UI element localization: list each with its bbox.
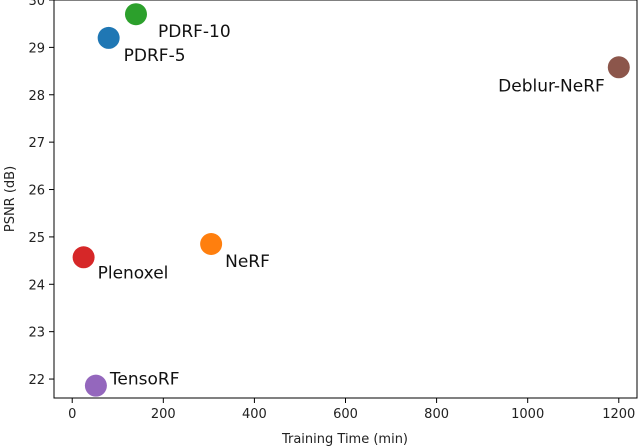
point-label: Deblur-NeRF	[498, 76, 605, 96]
x-tick-label: 800	[424, 407, 449, 422]
y-tick-label: 22	[28, 373, 45, 388]
y-tick-label: 29	[28, 41, 45, 56]
data-point-tensorf	[84, 374, 107, 397]
x-tick-label: 600	[333, 407, 358, 422]
y-tick-label: 26	[28, 184, 45, 199]
y-tick-label: 30	[28, 0, 45, 9]
point-label: NeRF	[225, 252, 270, 272]
points-layer	[72, 3, 630, 397]
x-axis-label: Training Time (min)	[281, 432, 408, 447]
y-tick-label: 28	[28, 89, 45, 104]
labels-layer: PDRF-10 PDRF-5 Deblur-NeRF NeRF Plenoxel Tens…	[98, 22, 605, 389]
point-label: TensoRF	[109, 370, 180, 390]
data-point-plenoxel	[72, 246, 95, 269]
y-tick-label: 23	[28, 326, 45, 341]
x-tick-label: 400	[242, 407, 267, 422]
data-point-pdrf-10	[124, 3, 147, 26]
x-tick-label: 1200	[602, 407, 635, 422]
x-tick-label: 1000	[511, 407, 544, 422]
point-label: PDRF-5	[124, 46, 186, 66]
data-point-deblur-nerf	[607, 56, 630, 79]
point-label: PDRF-10	[158, 22, 231, 42]
data-point-nerf	[200, 233, 223, 256]
x-tick-label: 0	[68, 407, 76, 422]
x-tick-label: 200	[151, 407, 176, 422]
y-axis-label: PSNR (dB)	[3, 166, 18, 232]
ticks-layer: 0 200 400 600 800 1000 1200 22 23 24 25 26 27 28 29 30	[28, 0, 635, 422]
y-tick-label: 27	[28, 136, 45, 151]
y-tick-label: 25	[28, 231, 45, 246]
y-tick-label: 24	[28, 278, 45, 293]
point-label: Plenoxel	[98, 263, 169, 283]
plot-area	[53, 0, 638, 399]
data-point-pdrf-5	[97, 26, 120, 49]
